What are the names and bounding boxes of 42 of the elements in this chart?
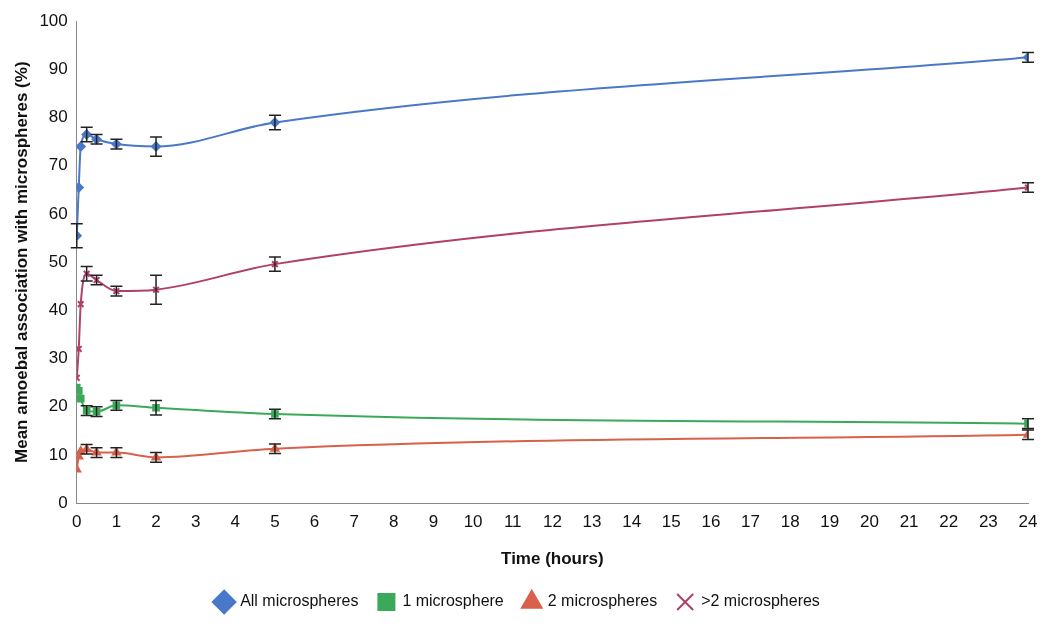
legend-label: 2 microspheres [547,592,658,610]
x-tick-label: 11 [503,512,522,532]
y-tick-label: 80 [48,107,68,127]
y-tick-label: 100 [39,10,68,30]
x-tick-label: 20 [860,512,879,532]
y-tick-label: 90 [48,59,68,79]
x-tick-label: 1 [111,512,122,532]
y-tick-label: 60 [48,203,68,223]
x-tick-label: 2 [151,512,161,532]
x-tick-label: 16 [701,512,721,532]
x-tick-label: 15 [661,512,681,532]
x-tick-label: 12 [542,512,562,532]
x-tick-label: 8 [389,512,399,532]
x-tick-label: 9 [428,512,439,532]
y-tick-label: 40 [48,300,68,320]
x-tick-label: 0 [72,512,82,532]
x-tick-label: 21 [899,512,919,532]
x-tick-label: 17 [741,512,761,532]
x-tick-label: 14 [622,512,642,532]
legend-label: 1 microsphere [402,592,504,610]
x-tick-label: 4 [230,512,241,532]
x-tick-label: 18 [780,512,800,532]
x-tick-label: 7 [349,512,359,532]
x-tick-label: 19 [820,512,840,532]
x-tick-label: 6 [309,512,320,532]
x-tick-label: 5 [270,512,280,532]
y-tick-label: 70 [48,155,68,175]
y-tick-label: 0 [58,492,68,512]
y-tick-label: 50 [48,251,68,271]
x-tick-label: 22 [939,512,959,532]
y-tick-label: 20 [48,396,68,416]
x-tick-label: 13 [582,512,602,532]
legend-label: All microspheres [240,592,359,610]
legend-label: >2 microspheres [701,592,820,610]
x-axis-title: Time (hours) [501,549,604,569]
x-tick-label: 23 [978,512,998,532]
y-tick-label: 10 [48,444,68,464]
y-axis-title: Mean amoebal association with microspheres (%) [11,61,31,463]
y-tick-label: 30 [48,348,68,368]
x-tick-label: 24 [1018,512,1038,532]
x-tick-label: 10 [463,512,483,532]
x-tick-label: 3 [190,512,201,532]
